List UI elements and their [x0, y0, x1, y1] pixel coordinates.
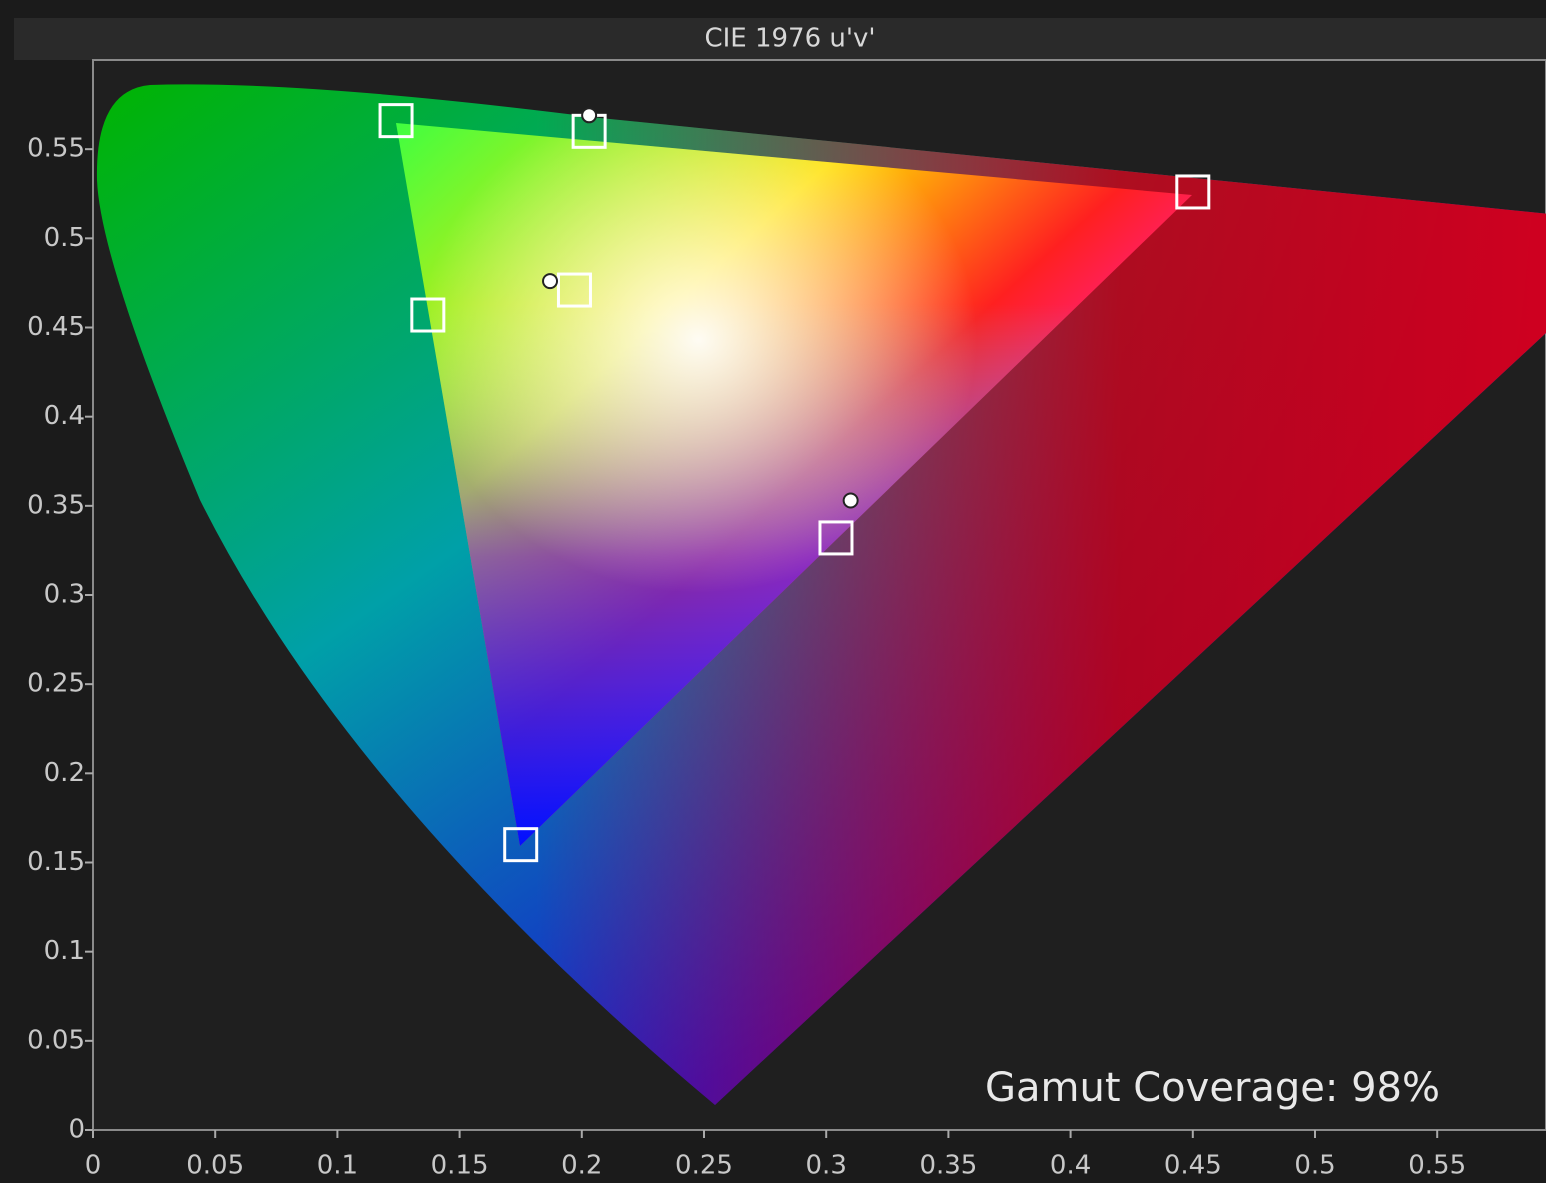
x-tick-label: 0.5: [1294, 1151, 1335, 1181]
x-tick-label: 0.15: [431, 1151, 489, 1181]
y-tick-label: 0.05: [27, 1025, 85, 1055]
target-marker: [818, 520, 854, 556]
target-marker: [1175, 174, 1211, 210]
measured-marker: [842, 492, 859, 509]
y-tick-label: 0.3: [44, 580, 85, 610]
x-tick-label: 0.3: [806, 1151, 847, 1181]
y-tick-label: 0.55: [27, 134, 85, 164]
gamut-diagram: [96, 84, 1546, 1105]
x-tick-label: 0: [85, 1151, 102, 1181]
y-tick-label: 0.2: [44, 758, 85, 788]
y-tick-label: 0.1: [44, 936, 85, 966]
y-tick-label: 0.5: [44, 223, 85, 253]
target-marker: [410, 297, 446, 333]
x-tick-label: 0.05: [186, 1151, 244, 1181]
y-tick-label: 0.35: [27, 490, 85, 520]
x-tick-label: 0.55: [1408, 1151, 1466, 1181]
target-marker: [378, 103, 414, 139]
title-bar: [14, 18, 1546, 60]
x-tick-label: 0.4: [1050, 1151, 1091, 1181]
y-tick-label: 0.15: [27, 847, 85, 877]
x-tick-label: 0.45: [1164, 1151, 1222, 1181]
gamut-triangle-white: [396, 123, 1192, 846]
y-tick-label: 0.25: [27, 669, 85, 699]
y-tick-label: 0.4: [44, 401, 85, 431]
y-tick-label: 0.45: [27, 312, 85, 342]
annotation: Gamut Coverage: 98%: [985, 1065, 1440, 1111]
x-tick-label: 0.35: [919, 1151, 977, 1181]
x-tick-label: 0.25: [675, 1151, 733, 1181]
chart-title: CIE 1976 u'v': [704, 24, 875, 54]
target-marker: [556, 272, 592, 308]
y-tick-label: 0: [68, 1115, 85, 1145]
target-marker: [503, 827, 539, 863]
x-tick-label: 0.1: [317, 1151, 358, 1181]
measured-marker: [581, 107, 598, 124]
measured-marker: [542, 273, 559, 290]
x-tick-label: 0.2: [561, 1151, 602, 1181]
